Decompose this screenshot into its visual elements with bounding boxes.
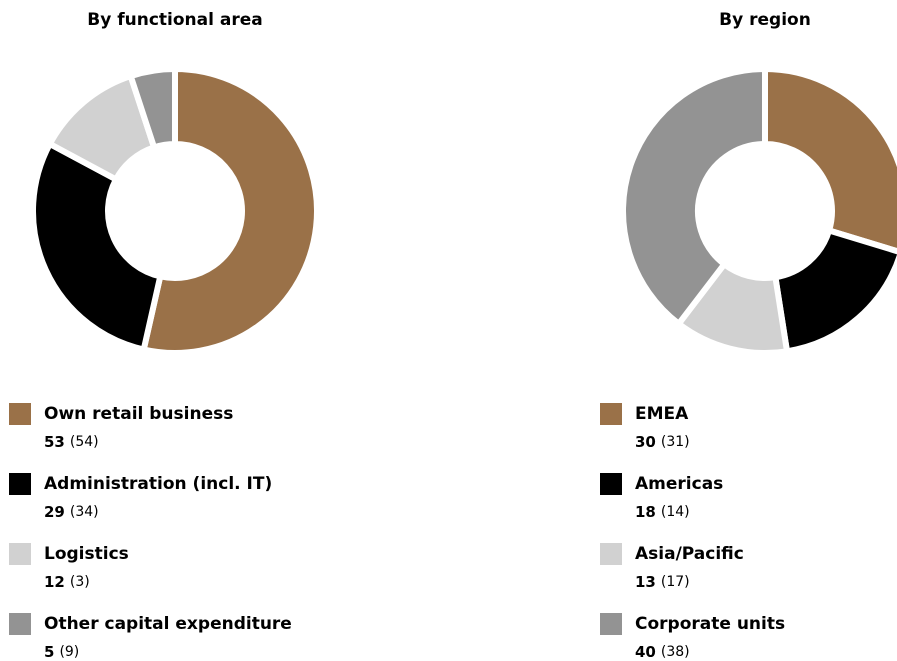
legend-label: Asia/Pacific — [635, 544, 744, 564]
legend-value: 29 (34) — [44, 503, 99, 521]
prior-value: (31) — [661, 434, 690, 450]
legend-label: Logistics — [44, 544, 129, 564]
value: 5 — [44, 643, 54, 661]
legend-label: Corporate units — [635, 614, 785, 634]
legend-swatch — [9, 613, 31, 635]
legend-label: Other capital expenditure — [44, 614, 292, 634]
legend-label: EMEA — [635, 404, 689, 424]
donut-slice — [126, 65, 178, 152]
value: 29 — [44, 503, 65, 521]
legend-label: Own retail business — [44, 404, 233, 424]
legend-swatch — [9, 473, 31, 495]
donut-slice — [771, 226, 897, 355]
prior-value: (9) — [59, 644, 79, 660]
donut-slice — [140, 65, 320, 356]
prior-value: (54) — [70, 434, 99, 450]
legend-swatch — [9, 543, 31, 565]
legend-value: 12 (3) — [44, 573, 90, 591]
value: 30 — [635, 433, 656, 451]
value: 53 — [44, 433, 65, 451]
legend-swatch — [600, 543, 622, 565]
donut-slice — [30, 139, 164, 354]
value: 13 — [635, 573, 656, 591]
donut-slice — [762, 65, 897, 255]
value: 40 — [635, 643, 656, 661]
prior-value: (38) — [661, 644, 690, 660]
value: 18 — [635, 503, 656, 521]
prior-value: (34) — [70, 504, 99, 520]
legend-swatch — [9, 403, 31, 425]
legend-label: Americas — [635, 474, 723, 494]
prior-value: (14) — [661, 504, 690, 520]
legend-value: 5 (9) — [44, 643, 79, 661]
value: 12 — [44, 573, 65, 591]
legend-label: Administration (incl. IT) — [44, 474, 272, 494]
chart-title: By functional area — [87, 10, 262, 30]
legend-value: 13 (17) — [635, 573, 690, 591]
chart-title: By region — [719, 10, 811, 30]
prior-value: (3) — [70, 574, 90, 590]
donut-slice — [620, 65, 768, 328]
legend-swatch — [600, 403, 622, 425]
legend-value: 18 (14) — [635, 503, 690, 521]
legend-value: 30 (31) — [635, 433, 690, 451]
legend-value: 40 (38) — [635, 643, 690, 661]
prior-value: (17) — [661, 574, 690, 590]
legend-value: 53 (54) — [44, 433, 99, 451]
legend-swatch — [600, 613, 622, 635]
legend-swatch — [600, 473, 622, 495]
